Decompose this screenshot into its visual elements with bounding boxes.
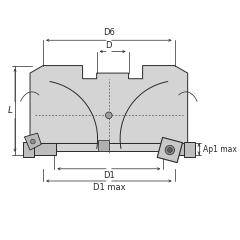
Polygon shape (157, 137, 182, 163)
Polygon shape (30, 66, 188, 144)
Text: D6: D6 (103, 28, 115, 37)
Text: D: D (106, 41, 112, 50)
Polygon shape (98, 140, 109, 151)
Polygon shape (24, 133, 41, 150)
Polygon shape (161, 144, 188, 155)
Polygon shape (184, 142, 195, 156)
Polygon shape (56, 144, 161, 151)
Text: D1 max: D1 max (93, 183, 125, 192)
Circle shape (165, 145, 174, 155)
Circle shape (30, 139, 35, 144)
Text: Ap1 max: Ap1 max (203, 144, 237, 154)
Text: D1: D1 (103, 171, 115, 180)
Text: L: L (8, 106, 13, 115)
Polygon shape (23, 142, 34, 156)
Polygon shape (30, 144, 56, 155)
Circle shape (168, 148, 172, 152)
Circle shape (106, 112, 112, 119)
